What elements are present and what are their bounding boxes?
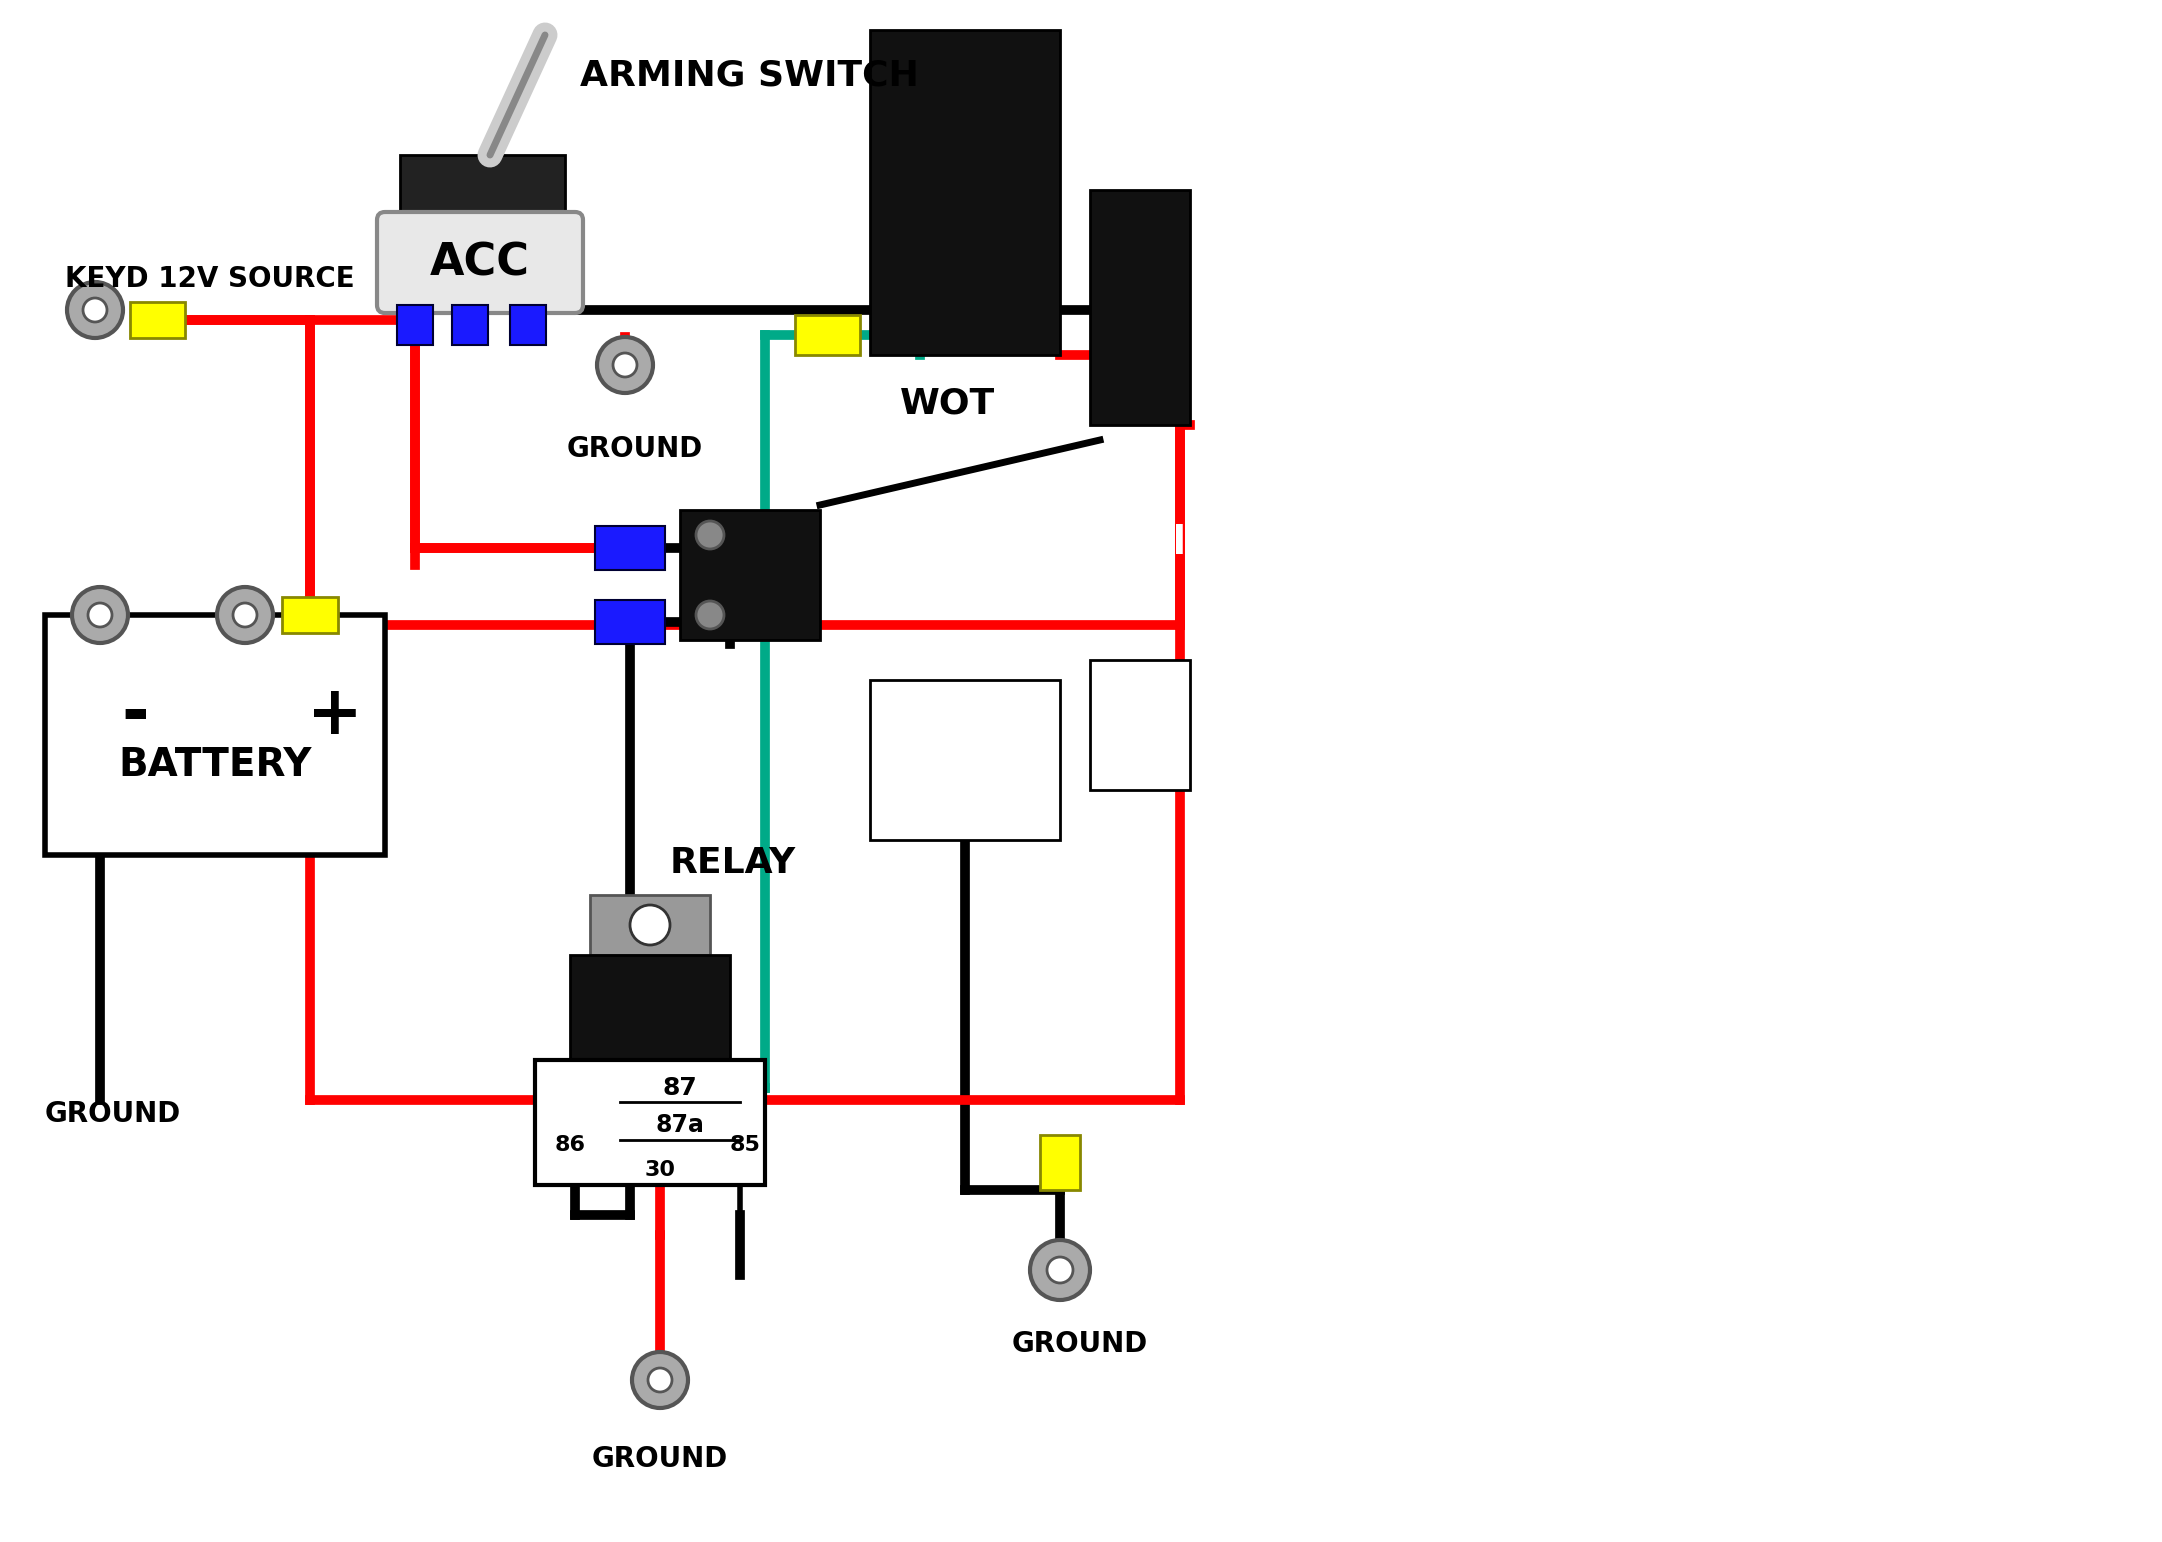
Bar [510, 305, 547, 345]
Circle shape [67, 282, 123, 338]
Text: 87: 87 [662, 1076, 698, 1099]
Bar [571, 954, 731, 1059]
Circle shape [89, 603, 112, 628]
Text: ACC: ACC [430, 241, 530, 284]
Text: GROUND: GROUND [45, 1099, 182, 1129]
Text: GROUND: GROUND [566, 435, 703, 463]
FancyBboxPatch shape [376, 211, 584, 313]
Bar [595, 526, 666, 571]
Text: KEYD 12V SOURCE: KEYD 12V SOURCE [65, 265, 355, 293]
Text: -: - [121, 682, 149, 748]
Circle shape [82, 298, 106, 322]
Bar [1090, 660, 1189, 790]
Bar [534, 1059, 765, 1184]
Circle shape [696, 601, 724, 629]
Circle shape [233, 603, 257, 628]
Bar [796, 315, 860, 355]
Text: RELAY: RELAY [670, 847, 796, 880]
Circle shape [696, 521, 724, 549]
Bar [400, 156, 564, 221]
Circle shape [1029, 1240, 1090, 1300]
Bar [452, 305, 489, 345]
Text: ARMING SWITCH: ARMING SWITCH [579, 59, 919, 93]
Bar [130, 302, 186, 338]
Text: 86: 86 [553, 1135, 586, 1155]
Text: 30: 30 [644, 1160, 675, 1180]
Text: 85: 85 [729, 1135, 761, 1155]
Bar [595, 600, 666, 645]
Bar [45, 615, 385, 854]
Bar [681, 510, 819, 640]
Text: BATTERY: BATTERY [119, 746, 311, 783]
Bar [869, 29, 1059, 355]
Bar [590, 894, 709, 954]
Circle shape [629, 905, 670, 945]
Circle shape [649, 1368, 672, 1392]
Circle shape [71, 588, 128, 643]
Text: WOT: WOT [899, 386, 995, 419]
Text: GROUND: GROUND [592, 1445, 729, 1473]
Text: N2O: N2O [895, 489, 1033, 546]
Circle shape [216, 588, 272, 643]
Text: GROUND: GROUND [1012, 1331, 1148, 1359]
Circle shape [597, 338, 653, 393]
Text: 87a: 87a [655, 1113, 705, 1136]
Circle shape [614, 353, 638, 376]
Circle shape [631, 1352, 688, 1408]
Bar [281, 597, 337, 634]
Bar [1040, 1135, 1081, 1190]
Bar [869, 680, 1059, 840]
Bar [1090, 190, 1189, 426]
Text: +: + [307, 682, 363, 748]
Circle shape [1046, 1257, 1072, 1283]
Bar [398, 305, 432, 345]
Text: Fuel: Fuel [1094, 523, 1187, 561]
